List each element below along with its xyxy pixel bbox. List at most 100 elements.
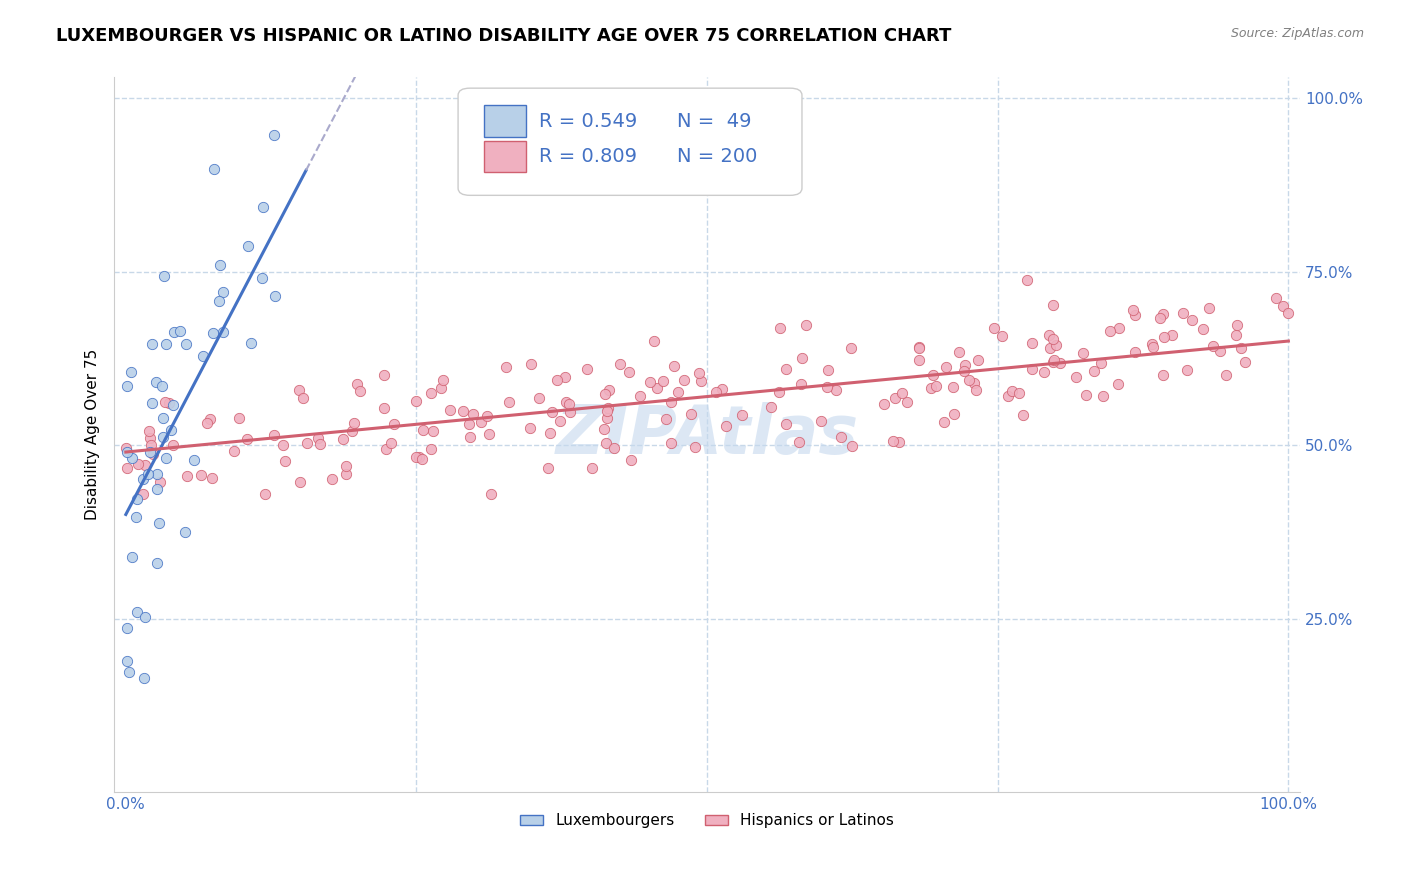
Point — [953, 364, 976, 378]
Text: N = 200: N = 200 — [678, 147, 758, 166]
Point — [271, 438, 294, 452]
Point — [925, 378, 948, 392]
Point — [146, 467, 169, 481]
Point — [1015, 273, 1038, 287]
Point — [1123, 345, 1146, 359]
Point — [775, 417, 797, 431]
Point — [554, 369, 576, 384]
Point — [115, 654, 138, 668]
Point — [142, 447, 165, 461]
Point — [789, 435, 811, 450]
Text: ZIPAtlas: ZIPAtlas — [555, 401, 859, 467]
Legend: Luxembourgers, Hispanics or Latinos: Luxembourgers, Hispanics or Latinos — [515, 807, 900, 834]
Point — [1108, 321, 1130, 335]
Point — [157, 396, 180, 410]
Point — [1264, 291, 1286, 305]
Point — [155, 450, 177, 465]
Point — [922, 368, 945, 382]
Point — [263, 128, 285, 143]
Point — [908, 340, 931, 354]
Point — [841, 439, 863, 453]
Point — [668, 384, 690, 399]
Point — [382, 417, 405, 431]
Point — [239, 336, 262, 351]
Point — [169, 324, 191, 338]
Point — [1021, 362, 1043, 376]
Point — [183, 453, 205, 467]
Point — [1001, 384, 1024, 398]
Point — [419, 386, 441, 401]
Point — [1175, 363, 1198, 377]
Point — [131, 472, 153, 486]
Point — [288, 383, 311, 397]
Point — [208, 293, 231, 308]
Point — [254, 486, 277, 500]
Point — [202, 161, 225, 176]
Point — [790, 377, 813, 392]
Point — [479, 486, 502, 500]
Point — [145, 557, 167, 571]
Point — [115, 379, 138, 393]
Point — [769, 321, 792, 335]
Point — [134, 458, 156, 472]
Point — [1161, 328, 1184, 343]
Point — [1032, 366, 1054, 380]
Point — [139, 438, 162, 452]
Point — [908, 352, 931, 367]
Point — [380, 435, 402, 450]
Point — [558, 397, 581, 411]
Point — [291, 391, 314, 405]
Point — [132, 486, 155, 500]
Point — [153, 268, 176, 283]
Point — [645, 381, 668, 395]
Point — [127, 491, 149, 506]
Point — [152, 411, 174, 425]
Point — [162, 398, 184, 412]
Point — [412, 423, 434, 437]
Point — [537, 461, 560, 475]
Point — [965, 384, 987, 398]
Point — [263, 428, 285, 442]
Point — [198, 412, 221, 426]
Point — [134, 671, 156, 685]
Point — [148, 516, 170, 530]
Point — [1142, 340, 1164, 354]
Point — [655, 412, 678, 426]
Point — [461, 408, 484, 422]
Point — [125, 605, 148, 619]
Point — [664, 359, 686, 373]
Point — [202, 326, 225, 340]
Point — [127, 457, 149, 471]
Point — [711, 382, 734, 396]
Point — [1202, 339, 1225, 353]
Point — [457, 417, 479, 431]
Point — [794, 318, 817, 332]
Point — [145, 482, 167, 496]
Point — [704, 385, 727, 400]
Point — [191, 349, 214, 363]
Point — [815, 380, 838, 394]
Point — [1123, 308, 1146, 322]
Point — [688, 366, 710, 380]
Point — [121, 550, 143, 565]
Point — [252, 200, 274, 214]
Point — [117, 622, 139, 636]
Point — [602, 441, 624, 455]
Point — [195, 416, 218, 430]
Point — [115, 460, 138, 475]
Point — [1071, 345, 1094, 359]
Point — [963, 376, 986, 390]
Point — [1271, 299, 1294, 313]
Point — [983, 321, 1005, 335]
Point — [174, 524, 197, 539]
Point — [495, 360, 517, 375]
Point — [224, 444, 246, 458]
Point — [335, 467, 357, 481]
Point — [1122, 302, 1144, 317]
Point — [558, 404, 581, 418]
Point — [920, 381, 942, 395]
Point — [1099, 324, 1122, 338]
Point — [581, 461, 603, 475]
Point — [659, 436, 682, 450]
Point — [405, 450, 427, 464]
